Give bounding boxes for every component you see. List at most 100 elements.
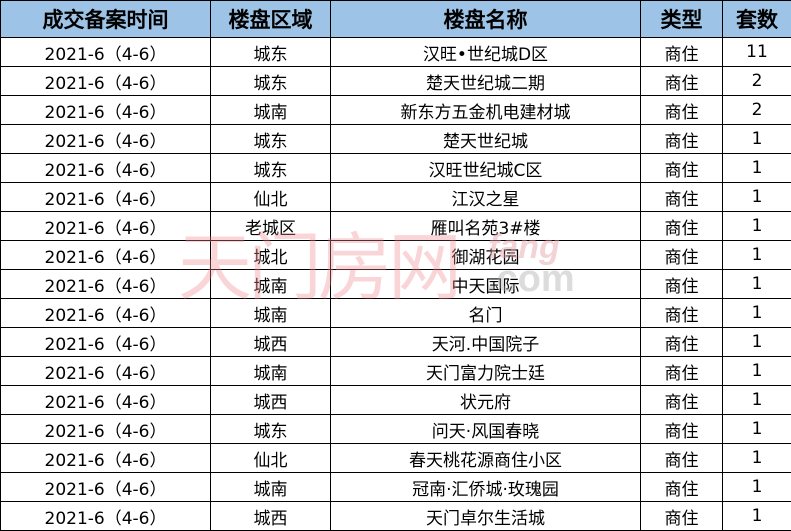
cell-project: 汉旺世纪城C区 (330, 153, 641, 183)
cell-district: 城南 (210, 95, 331, 125)
table-row: 2021-6（4-6） 城东 汉旺世纪城C区 商住 1 (0, 153, 791, 183)
cell-district: 城西 (210, 501, 331, 531)
cell-date: 2021-6（4-6） (0, 501, 211, 531)
cell-district: 城南 (210, 269, 331, 299)
cell-project: 天门富力院士廷 (330, 356, 641, 386)
cell-type: 商住 (640, 298, 723, 328)
cell-date: 2021-6（4-6） (0, 414, 211, 444)
cell-type: 商住 (640, 443, 723, 473)
cell-district: 城北 (210, 240, 331, 270)
cell-date: 2021-6（4-6） (0, 124, 211, 154)
cell-district: 城西 (210, 327, 331, 357)
cell-count: 11 (722, 37, 791, 67)
cell-project: 楚天世纪城二期 (330, 66, 641, 96)
cell-type: 商住 (640, 153, 723, 183)
table-row: 2021-6（4-6） 城西 状元府 商住 1 (0, 385, 791, 415)
cell-count: 1 (722, 153, 791, 183)
table-row: 2021-6（4-6） 城东 汉旺•世纪城D区 商住 11 (0, 37, 791, 67)
cell-type: 商住 (640, 211, 723, 241)
cell-count: 2 (722, 66, 791, 96)
cell-count: 1 (722, 182, 791, 212)
cell-count: 1 (722, 124, 791, 154)
cell-date: 2021-6（4-6） (0, 211, 211, 241)
cell-type: 商住 (640, 327, 723, 357)
cell-type: 商住 (640, 501, 723, 531)
table-row: 2021-6（4-6） 城南 新东方五金机电建材城 商住 2 (0, 95, 791, 125)
cell-type: 商住 (640, 66, 723, 96)
table-row: 2021-6（4-6） 城东 楚天世纪城二期 商住 2 (0, 66, 791, 96)
cell-project: 新东方五金机电建材城 (330, 95, 641, 125)
cell-project: 天门卓尔生活城 (330, 501, 641, 531)
cell-count: 1 (722, 472, 791, 502)
table-row: 2021-6（4-6） 城北 御湖花园 商住 1 (0, 240, 791, 270)
cell-project: 江汉之星 (330, 182, 641, 212)
cell-count: 2 (722, 95, 791, 125)
header-row: 成交备案时间 楼盘区域 楼盘名称 类型 套数 (0, 0, 791, 38)
cell-date: 2021-6（4-6） (0, 327, 211, 357)
cell-date: 2021-6（4-6） (0, 269, 211, 299)
cell-count: 1 (722, 211, 791, 241)
cell-project: 冠南·汇侨城·玫瑰园 (330, 472, 641, 502)
cell-project: 雁叫名苑3#楼 (330, 211, 641, 241)
header-date: 成交备案时间 (0, 0, 211, 38)
cell-project: 中天国际 (330, 269, 641, 299)
cell-type: 商住 (640, 37, 723, 67)
header-project: 楼盘名称 (330, 0, 641, 38)
cell-count: 1 (722, 443, 791, 473)
header-district: 楼盘区域 (210, 0, 331, 38)
header-type: 类型 (640, 0, 723, 38)
table-row: 2021-6（4-6） 城东 楚天世纪城 商住 1 (0, 124, 791, 154)
table-row: 2021-6（4-6） 仙北 春天桃花源商住小区 商住 1 (0, 443, 791, 473)
cell-project: 春天桃花源商住小区 (330, 443, 641, 473)
cell-count: 1 (722, 327, 791, 357)
cell-type: 商住 (640, 240, 723, 270)
cell-project: 状元府 (330, 385, 641, 415)
cell-date: 2021-6（4-6） (0, 95, 211, 125)
cell-district: 老城区 (210, 211, 331, 241)
cell-count: 1 (722, 356, 791, 386)
cell-project: 问天·风国春晓 (330, 414, 641, 444)
cell-district: 城西 (210, 385, 331, 415)
cell-count: 1 (722, 501, 791, 531)
cell-type: 商住 (640, 124, 723, 154)
cell-date: 2021-6（4-6） (0, 240, 211, 270)
cell-count: 1 (722, 240, 791, 270)
cell-district: 城南 (210, 472, 331, 502)
table-row: 2021-6（4-6） 城南 中天国际 商住 1 (0, 269, 791, 299)
table-row: 2021-6（4-6） 城东 问天·风国春晓 商住 1 (0, 414, 791, 444)
cell-count: 1 (722, 298, 791, 328)
cell-project: 天河.中国院子 (330, 327, 641, 357)
cell-project: 楚天世纪城 (330, 124, 641, 154)
cell-district: 仙北 (210, 443, 331, 473)
cell-district: 城东 (210, 124, 331, 154)
table-row: 2021-6（4-6） 城南 名门 商住 1 (0, 298, 791, 328)
table-row: 2021-6（4-6） 老城区 雁叫名苑3#楼 商住 1 (0, 211, 791, 241)
cell-date: 2021-6（4-6） (0, 66, 211, 96)
cell-district: 城东 (210, 37, 331, 67)
cell-date: 2021-6（4-6） (0, 472, 211, 502)
cell-date: 2021-6（4-6） (0, 182, 211, 212)
table-row: 2021-6（4-6） 城西 天河.中国院子 商住 1 (0, 327, 791, 357)
cell-district: 城东 (210, 414, 331, 444)
cell-district: 城东 (210, 153, 331, 183)
cell-district: 城东 (210, 66, 331, 96)
table-row: 2021-6（4-6） 仙北 江汉之星 商住 1 (0, 182, 791, 212)
cell-type: 商住 (640, 182, 723, 212)
cell-district: 仙北 (210, 182, 331, 212)
table-row: 2021-6（4-6） 城南 天门富力院士廷 商住 1 (0, 356, 791, 386)
cell-project: 汉旺•世纪城D区 (330, 37, 641, 67)
cell-date: 2021-6（4-6） (0, 153, 211, 183)
cell-count: 1 (722, 269, 791, 299)
header-count: 套数 (722, 0, 791, 38)
cell-count: 1 (722, 385, 791, 415)
cell-date: 2021-6（4-6） (0, 443, 211, 473)
cell-district: 城南 (210, 298, 331, 328)
table-row: 2021-6（4-6） 城西 天门卓尔生活城 商住 1 (0, 501, 791, 531)
cell-district: 城南 (210, 356, 331, 386)
table-row: 2021-6（4-6） 城南 冠南·汇侨城·玫瑰园 商住 1 (0, 472, 791, 502)
cell-type: 商住 (640, 385, 723, 415)
cell-date: 2021-6（4-6） (0, 37, 211, 67)
cell-date: 2021-6（4-6） (0, 385, 211, 415)
cell-count: 1 (722, 414, 791, 444)
